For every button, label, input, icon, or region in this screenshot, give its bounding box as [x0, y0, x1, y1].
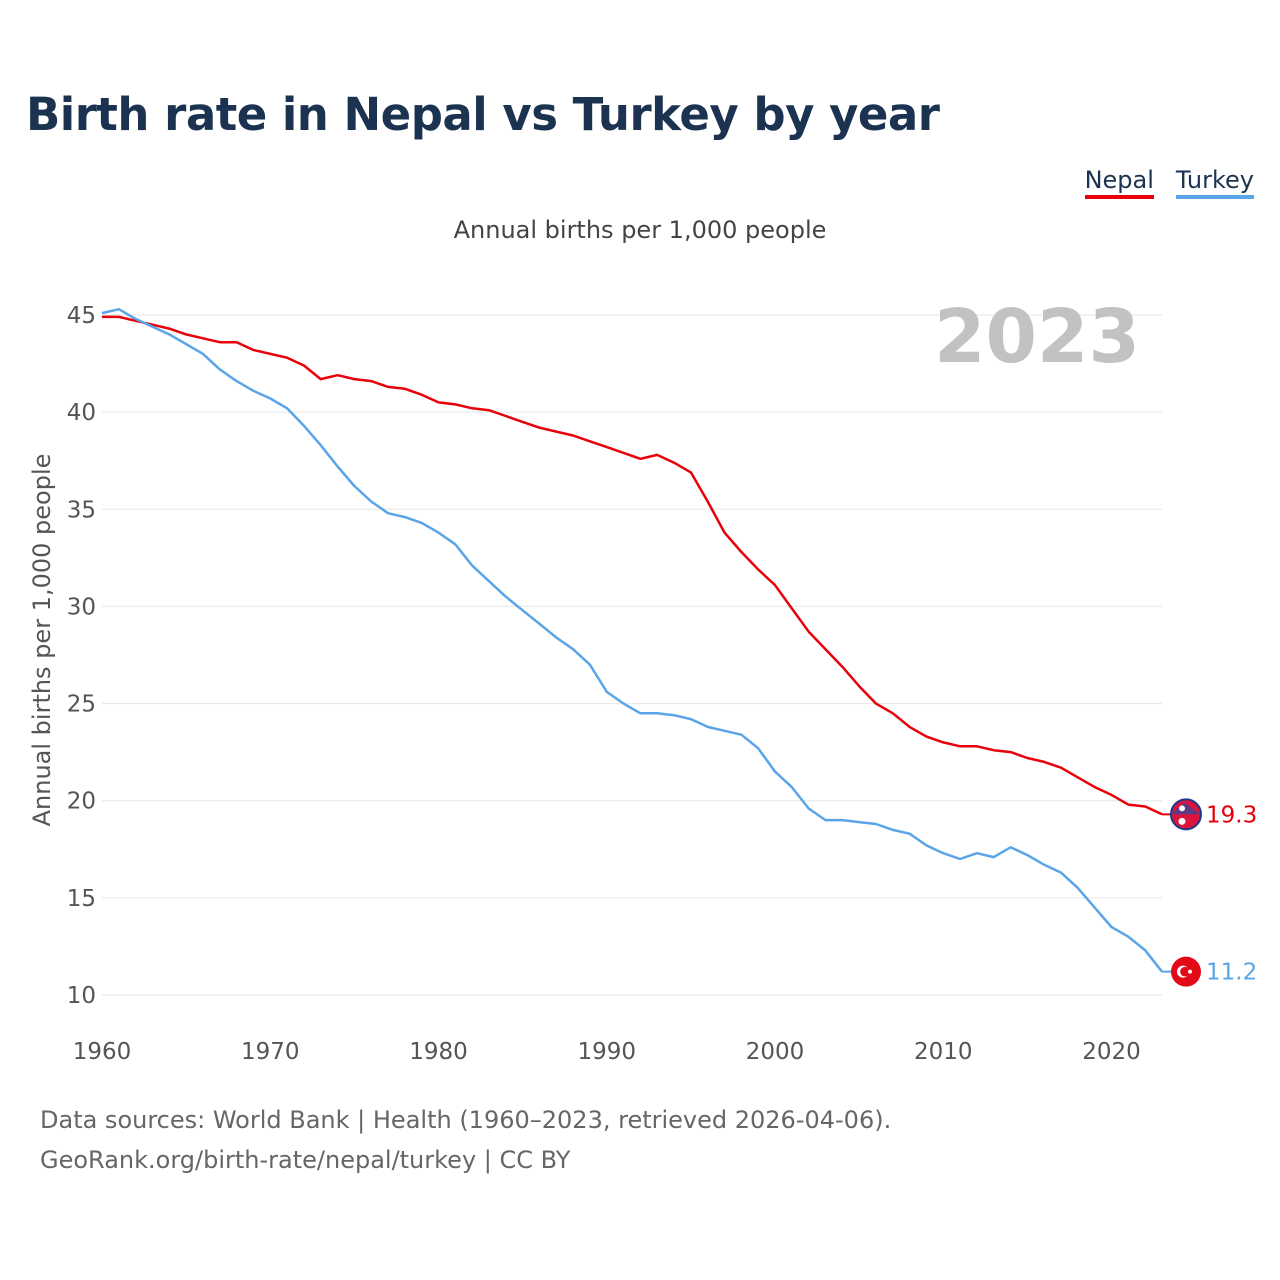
x-tick-label-2020: 2020 — [1082, 1039, 1141, 1065]
y-tick-label-40: 40 — [67, 400, 96, 426]
y-axis-ticks: 10 15 20 25 30 35 40 45 — [67, 303, 96, 1009]
legend-item-nepal[interactable]: Nepal — [1084, 166, 1154, 199]
y-tick-label-30: 30 — [67, 594, 96, 620]
x-tick-label-1970: 1970 — [241, 1039, 300, 1065]
attribution-link[interactable]: GeoRank.org/birth-rate/nepal/turkey | CC… — [40, 1146, 571, 1174]
y-tick-label-15: 15 — [67, 886, 96, 912]
gridlines — [102, 314, 1162, 996]
x-tick-label-2010: 2010 — [914, 1039, 973, 1065]
x-tick-label-2000: 2000 — [746, 1039, 805, 1065]
series-line-nepal[interactable] — [102, 315, 1163, 816]
y-tick-label-35: 35 — [67, 497, 96, 523]
end-label-nepal: 19.3 — [1206, 802, 1257, 828]
end-label-turkey: 11.2 — [1206, 960, 1257, 986]
data-source-text: Data sources: World Bank | Health (1960–… — [40, 1106, 892, 1134]
series-endpoints: 19.3 11.2 — [1162, 798, 1257, 987]
flag-turkey-icon — [1171, 956, 1201, 987]
flag-nepal-icon — [1170, 798, 1202, 831]
series-line-turkey[interactable] — [101, 307, 1163, 973]
y-tick-label-10: 10 — [67, 983, 96, 1009]
x-tick-label-1960: 1960 — [73, 1039, 132, 1065]
x-tick-label-1990: 1990 — [577, 1039, 636, 1065]
y-tick-label-25: 25 — [67, 692, 96, 718]
y-tick-label-20: 20 — [67, 789, 96, 815]
legend: Nepal Turkey — [1084, 166, 1254, 199]
series-lines — [101, 307, 1163, 973]
y-tick-label-45: 45 — [67, 303, 96, 329]
legend-item-turkey[interactable]: Turkey — [1175, 166, 1254, 199]
year-watermark: 2023 — [934, 294, 1140, 380]
chart-title: Birth rate in Nepal vs Turkey by year — [26, 88, 940, 141]
x-tick-label-1980: 1980 — [409, 1039, 468, 1065]
x-axis-ticks: 1960 1970 1980 1990 2000 2010 2020 — [73, 1039, 1141, 1065]
chart-subtitle: Annual births per 1,000 people — [453, 216, 827, 244]
